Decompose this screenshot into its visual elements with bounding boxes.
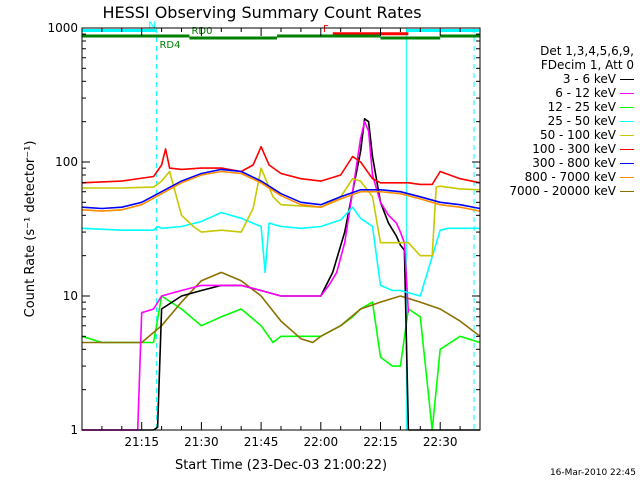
legend-swatch [620,177,634,178]
series-line-2 [81,295,481,431]
legend-label: 12 - 25 keV [547,100,616,114]
flag-bars: N F RD0 RD4 [82,20,480,51]
legend-swatch [620,121,634,122]
legend-swatch [620,93,634,94]
x-tick-label-0: 21:15 [124,435,159,449]
legend: Det 1,3,4,5,6,9, FDecim 1, Att 0 3 - 6 k… [488,44,638,198]
legend-item-6: 300 - 800 keV [488,156,638,170]
legend-label: 6 - 12 keV [555,86,616,100]
legend-swatch [620,107,634,108]
y-tick-label-2: 100 [55,155,78,169]
legend-item-1: 6 - 12 keV [488,86,638,100]
legend-swatch [620,79,634,80]
flag-label-n: N [148,20,155,31]
legend-header-line-1: Det 1,3,4,5,6,9, [540,44,634,58]
flag-label-f: F [323,24,329,35]
legend-item-3: 25 - 50 keV [488,114,638,128]
flag-label-rd4: RD4 [159,40,180,51]
legend-label: 100 - 300 keV [532,142,616,156]
x-tick-label-1: 21:30 [184,435,219,449]
x-axis: 21:15 21:30 21:45 22:00 22:15 22:30 [101,28,461,449]
series-line-3 [81,206,480,297]
legend-item-0: 3 - 6 keV [488,72,638,86]
y-axis: 1 10 100 1000 [47,21,480,437]
legend-item-8: 7000 - 20000 keV [488,184,638,198]
legend-swatch [620,191,634,192]
x-tick-label-4: 22:15 [363,435,398,449]
x-tick-label-2: 21:45 [244,435,279,449]
timestamp-footer: 16-Mar-2010 22:45 [549,468,636,478]
flag-label-rd0: RD0 [191,26,212,37]
legend-item-2: 12 - 25 keV [488,100,638,114]
legend-header-line-2: FDecim 1, Att 0 [540,58,634,72]
y-tick-label-1: 10 [63,289,78,303]
legend-swatch [620,163,634,164]
legend-swatch [620,149,634,150]
x-axis-label: Start Time (23-Dec-03 21:00:22) [175,458,387,473]
legend-label: 3 - 6 keV [562,72,616,86]
plot-frame [81,27,481,431]
series-line-4 [82,167,481,257]
legend-label: 800 - 7000 keV [524,170,616,184]
series-line-5 [81,145,481,186]
legend-label: 25 - 50 keV [547,114,616,128]
legend-label: 300 - 800 keV [532,156,616,170]
y-tick-label-0: 1 [70,423,78,437]
legend-item-4: 50 - 100 keV [488,128,638,142]
series-line-0 [82,118,480,431]
series-line-7 [81,170,481,212]
legend-swatch [620,135,634,136]
series-line-1 [82,120,410,431]
legend-item-5: 100 - 300 keV [488,142,638,156]
x-tick-label-5: 22:30 [423,435,458,449]
chart-title: HESSI Observing Summary Count Rates [102,3,421,22]
y-axis-label: Count Rate (s⁻¹ detector⁻¹) [23,141,38,318]
series-line-6 [81,168,481,210]
x-tick-label-3: 22:00 [304,435,339,449]
y-tick-label-3: 1000 [47,21,78,35]
series-group [81,118,481,431]
series-line-8 [82,271,481,344]
legend-label: 50 - 100 keV [539,128,616,142]
legend-item-7: 800 - 7000 keV [488,170,638,184]
legend-label: 7000 - 20000 keV [509,184,616,198]
